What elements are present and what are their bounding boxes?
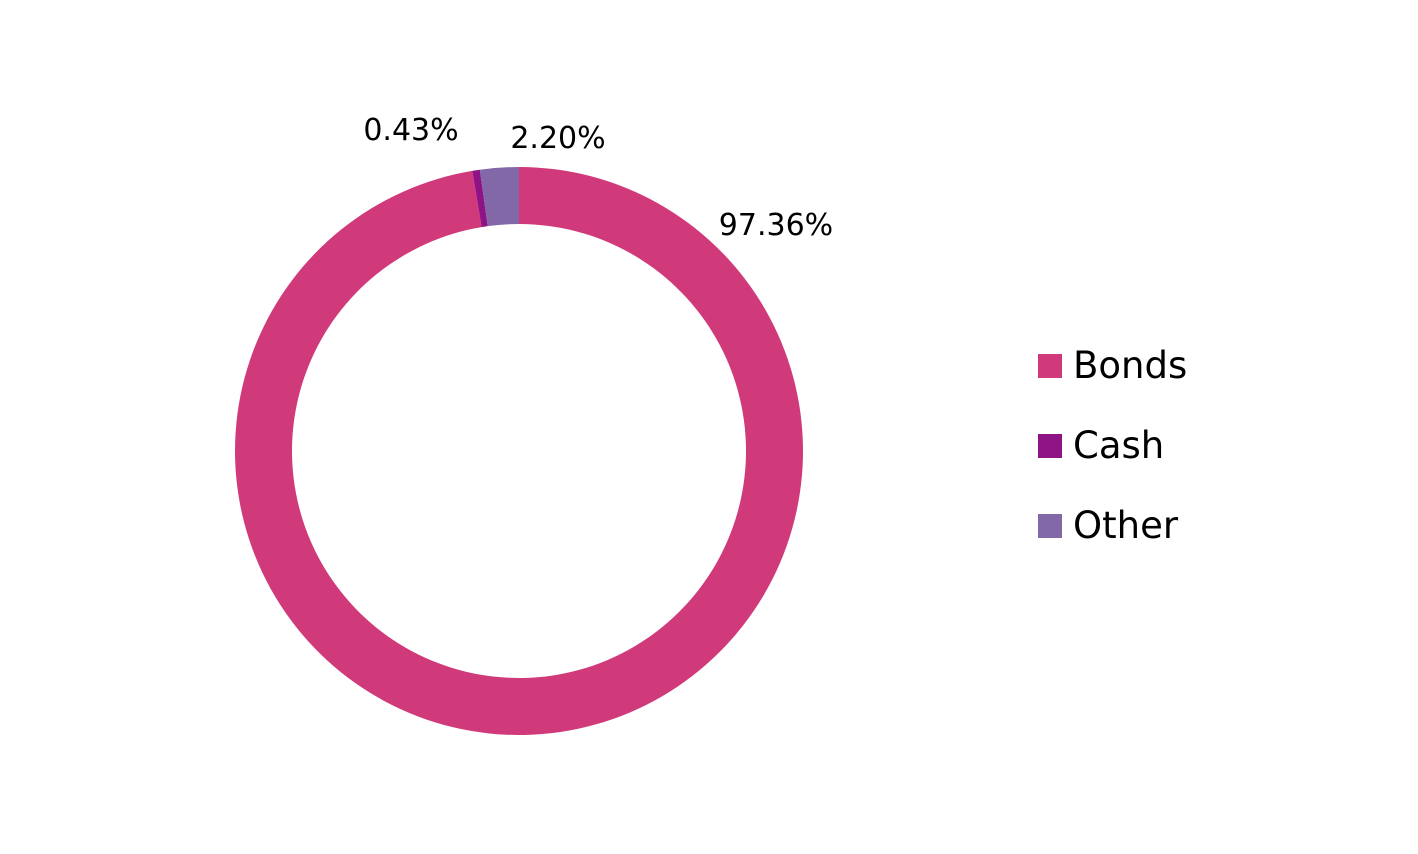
data-labels: 97.36% 0.43% 2.20%	[363, 113, 833, 243]
legend: Bonds Cash Other	[1038, 346, 1187, 546]
legend-item-bonds: Bonds	[1038, 346, 1187, 386]
legend-label-bonds: Bonds	[1073, 344, 1188, 387]
legend-label-other: Other	[1073, 504, 1179, 547]
data-label-bonds: 97.36%	[719, 208, 833, 243]
donut-slices	[235, 167, 804, 735]
legend-swatch-cash	[1038, 434, 1062, 458]
legend-item-cash: Cash	[1038, 426, 1187, 466]
data-label-cash: 0.43%	[363, 113, 458, 148]
slice-cash	[472, 169, 488, 228]
legend-item-other: Other	[1038, 506, 1187, 546]
legend-swatch-other	[1038, 514, 1062, 538]
legend-label-cash: Cash	[1073, 424, 1165, 467]
data-label-other: 2.20%	[510, 121, 605, 156]
slice-bonds	[235, 167, 804, 735]
legend-swatch-bonds	[1038, 354, 1062, 378]
slice-other	[479, 167, 519, 227]
